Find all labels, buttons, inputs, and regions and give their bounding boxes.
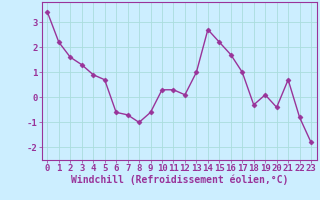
- X-axis label: Windchill (Refroidissement éolien,°C): Windchill (Refroidissement éolien,°C): [70, 175, 288, 185]
